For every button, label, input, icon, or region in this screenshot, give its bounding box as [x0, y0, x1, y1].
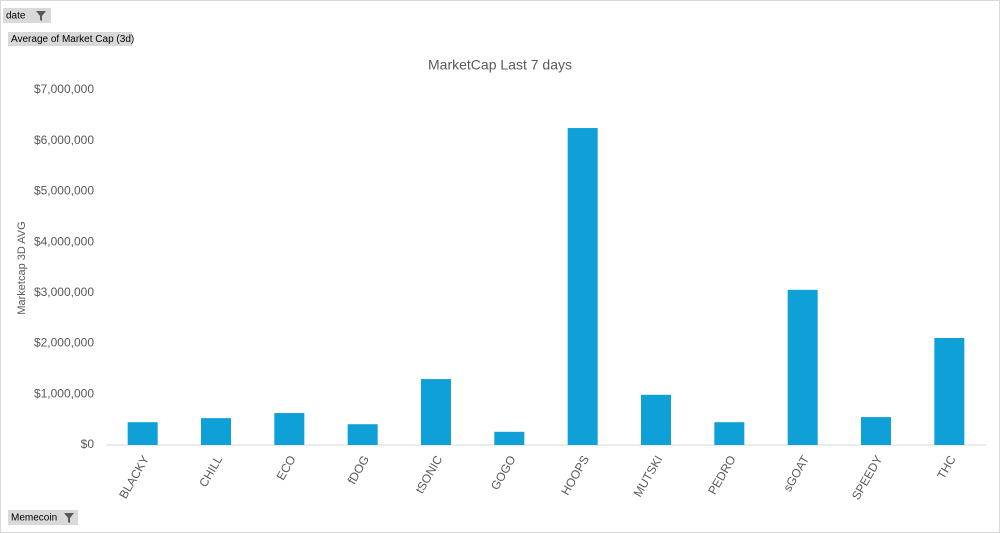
bar: [861, 417, 891, 445]
bar: [787, 289, 818, 445]
filter-button[interactable]: date: [3, 8, 51, 23]
button-label: Memecoin: [11, 513, 57, 524]
y-tick-label: $6,000,000: [34, 133, 94, 147]
filter-icon: [64, 513, 74, 523]
y-axis-title: Marketcap 3D AVG: [16, 221, 28, 314]
values-button[interactable]: Average of Market Cap (3d): [8, 32, 134, 46]
bar: [567, 128, 598, 446]
y-tick-label: $2,000,000: [34, 336, 94, 350]
y-tick-label: $5,000,000: [34, 184, 94, 198]
chart-title: MarketCap Last 7 days: [428, 57, 572, 73]
y-tick-label: $0: [81, 437, 95, 451]
y-tick-label: $3,000,000: [34, 285, 94, 299]
bar: [714, 422, 745, 445]
bar: [421, 379, 451, 445]
bar: [347, 424, 378, 445]
y-tick-label: $1,000,000: [34, 386, 94, 400]
bar: [127, 422, 158, 445]
bar: [201, 418, 231, 445]
y-tick-label: $7,000,000: [34, 82, 94, 96]
filter-icon: [36, 11, 46, 21]
y-tick-label: $4,000,000: [34, 234, 94, 248]
bar: [494, 431, 525, 445]
bar: [641, 394, 671, 445]
bar: [274, 413, 305, 445]
button-bg: [8, 32, 132, 46]
axis-button[interactable]: Memecoin: [8, 510, 78, 525]
button-bg: [8, 510, 78, 525]
button-label: Average of Market Cap (3d): [11, 34, 134, 45]
bar: [934, 337, 965, 445]
button-label: date: [6, 11, 26, 22]
